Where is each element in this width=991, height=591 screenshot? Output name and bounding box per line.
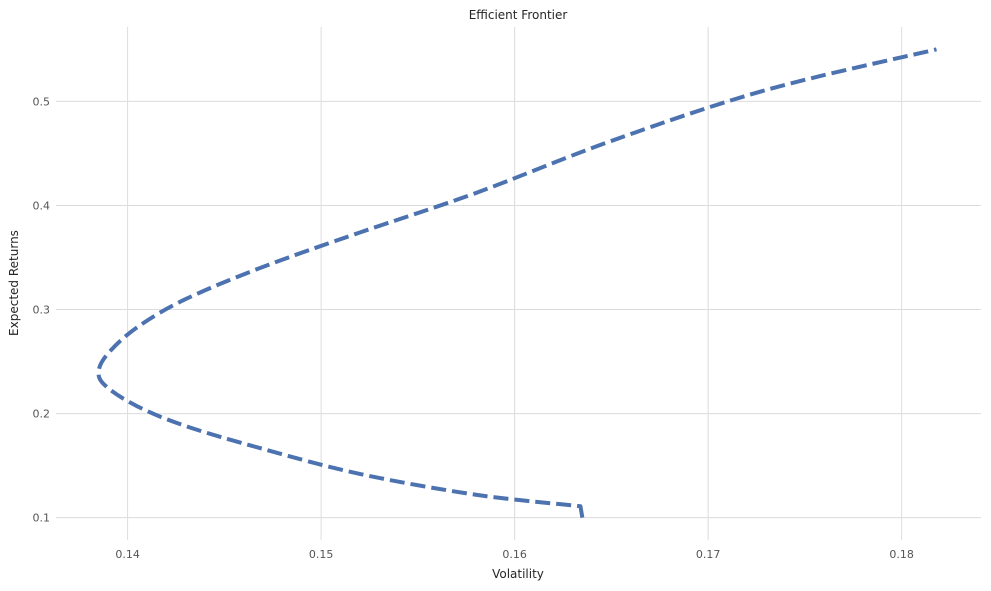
y-tick-labels: 0.1 0.2 0.3 0.4 0.5 — [33, 95, 51, 524]
x-tick-label: 0.16 — [502, 548, 527, 561]
y-tick-label: 0.4 — [33, 199, 51, 212]
x-tick-label: 0.18 — [889, 548, 914, 561]
x-tick-label: 0.14 — [115, 548, 140, 561]
y-tick-label: 0.5 — [33, 95, 51, 108]
y-axis-label: Expected Returns — [7, 230, 21, 336]
vertical-grid — [127, 27, 903, 540]
y-tick-label: 0.1 — [33, 512, 51, 525]
y-tick-label: 0.3 — [33, 304, 51, 317]
efficient-frontier-line — [96, 47, 937, 518]
series-layer — [96, 47, 937, 518]
horizontal-grid — [56, 100, 981, 519]
x-axis-label: Volatility — [492, 567, 544, 581]
x-tick-label: 0.15 — [309, 548, 334, 561]
x-tick-labels: 0.14 0.15 0.16 0.17 0.18 — [115, 548, 914, 561]
chart-title: Efficient Frontier — [469, 8, 568, 22]
y-tick-label: 0.2 — [33, 408, 51, 421]
x-tick-label: 0.17 — [696, 548, 721, 561]
